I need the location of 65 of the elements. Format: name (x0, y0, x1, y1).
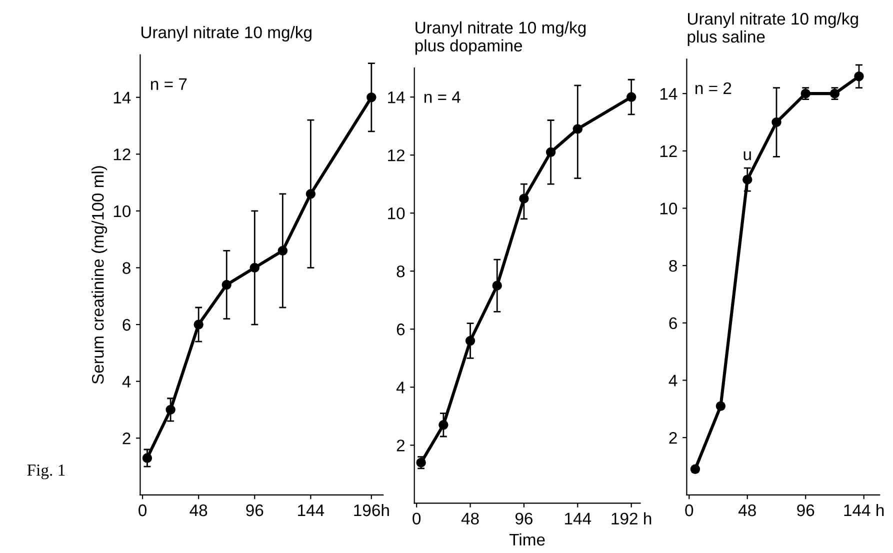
y-tick-label: 8 (396, 266, 405, 278)
point (465, 336, 476, 346)
point (306, 189, 316, 199)
x-tick-label: 144 (298, 504, 324, 516)
y-tick-label: 12 (388, 149, 404, 162)
x-tick-label: 0 (412, 512, 421, 524)
y-tick-label: 10 (660, 202, 678, 214)
point (716, 401, 726, 411)
x-tick-label: 192 h (612, 512, 652, 524)
point (438, 420, 448, 430)
chart-title: Uranyl nitrate 10 mg/kg (141, 26, 312, 42)
y-tick-label: 10 (388, 207, 405, 220)
annotation: u (744, 151, 751, 160)
x-tick-label: 0 (685, 504, 694, 516)
y-tick-label: 2 (122, 432, 130, 444)
x-tick-label: 144 h (844, 504, 884, 516)
point (166, 404, 176, 415)
x-tick-label: 196h (354, 504, 389, 516)
point (366, 92, 376, 102)
point (854, 72, 864, 82)
y-tick-label: 14 (114, 92, 131, 104)
annotation: n = 4 (424, 91, 460, 103)
x-tick-label: 48 (738, 504, 756, 516)
point (572, 124, 583, 134)
point (250, 262, 260, 273)
annotation: n = 2 (696, 82, 732, 94)
y-tick-label: 2 (396, 440, 404, 452)
chart-title: Uranyl nitrate 10 mg/kg plus dopamine (415, 21, 586, 55)
point (690, 464, 700, 474)
annotation: n = 7 (151, 78, 187, 90)
point (626, 92, 636, 102)
y-tick-label: 14 (388, 92, 405, 104)
x-axis-title: Time (509, 533, 545, 546)
y-tick-label: 8 (669, 260, 677, 272)
y-tick-label: 12 (660, 145, 677, 157)
y-tick-label: 4 (396, 382, 405, 394)
x-tick-label: 96 (246, 504, 264, 516)
x-tick-label: 96 (797, 504, 814, 516)
y-tick-label: 14 (660, 88, 678, 100)
point (519, 194, 529, 204)
point (194, 320, 204, 330)
point (142, 453, 152, 463)
y-axis-title: Serum creatinine (mg/100 ml) (92, 166, 108, 384)
x-tick-label: 48 (190, 504, 208, 516)
y-tick-label: 4 (122, 376, 131, 388)
point (772, 117, 782, 128)
point (742, 174, 752, 184)
y-tick-label: 6 (122, 318, 130, 331)
x-tick-label: 144 (565, 512, 592, 524)
y-tick-label: 6 (396, 324, 405, 336)
point (492, 280, 502, 290)
x-tick-label: 48 (461, 512, 479, 524)
y-tick-label: 6 (669, 317, 677, 330)
y-tick-label: 12 (114, 148, 130, 160)
y-tick-label: 2 (669, 432, 677, 444)
chart-title: Uranyl nitrate 10 mg/kg plus saline (688, 12, 858, 46)
y-tick-label: 8 (122, 262, 130, 274)
point (222, 280, 232, 290)
point (278, 246, 288, 256)
y-tick-label: 10 (114, 205, 131, 218)
point (546, 147, 556, 158)
y-tick-label: 4 (668, 374, 678, 386)
caption: Fig. 1 (27, 464, 65, 480)
x-tick-label: 96 (515, 512, 532, 524)
x-tick-label: 0 (138, 504, 147, 516)
